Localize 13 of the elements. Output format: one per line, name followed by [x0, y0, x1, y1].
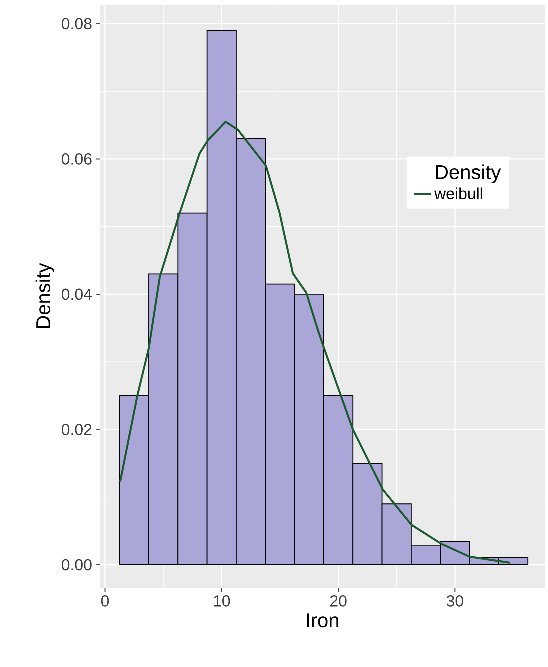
x-tick-label: 30	[446, 596, 464, 607]
x-tick-label: 20	[330, 596, 347, 607]
legend-title: Density	[436, 164, 502, 184]
legend-label: weibull	[434, 188, 482, 200]
y-tick-label: 0.00	[62, 559, 92, 571]
y-axis-title: Density	[36, 263, 55, 328]
x-axis-title: Iron	[307, 614, 338, 628]
x-tick-label: 10	[214, 596, 230, 607]
y-tick-label: 0.08	[62, 18, 92, 30]
y-tick-label: 0.06	[62, 154, 92, 165]
y-tick-label: 0.04	[62, 288, 92, 300]
x-tick-label: 0	[101, 596, 110, 607]
y-tick-label: 0.02	[62, 424, 92, 436]
